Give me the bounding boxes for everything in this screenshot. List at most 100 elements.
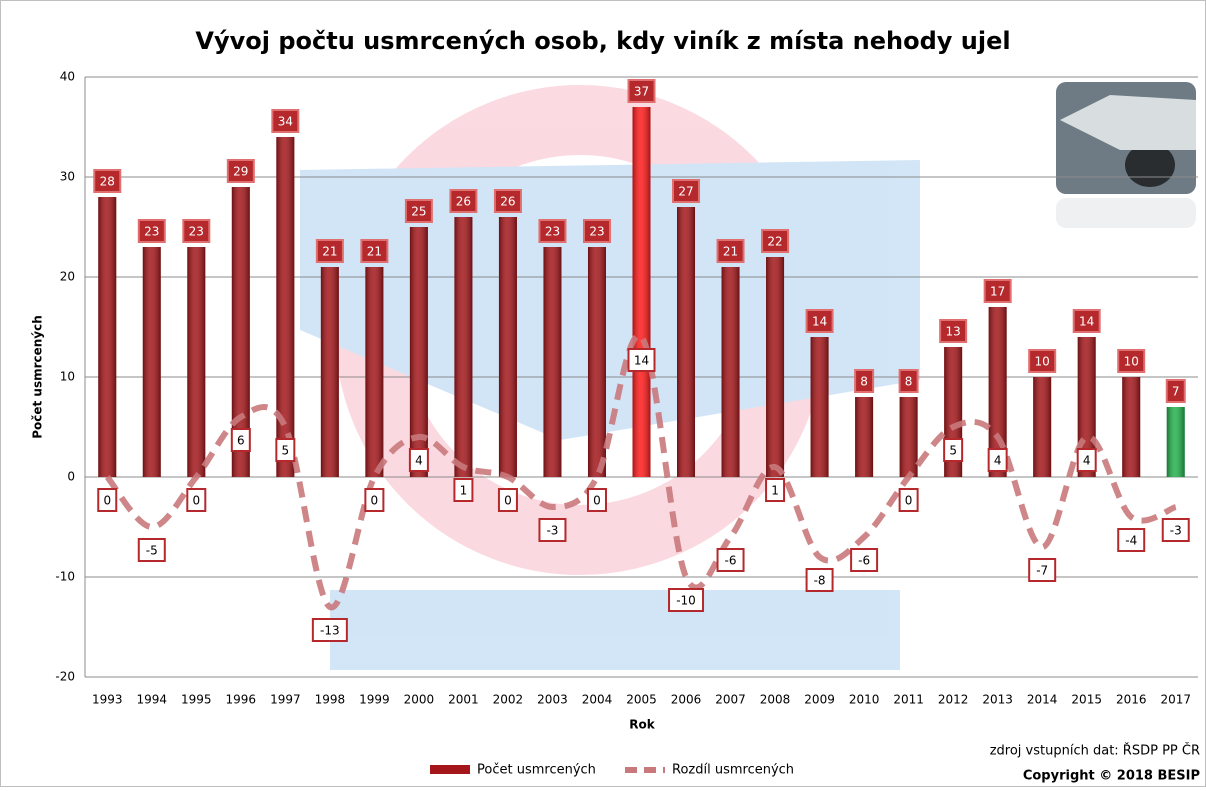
x-tick-label: 2017 <box>1160 693 1191 707</box>
data-label: 26 <box>456 195 471 209</box>
data-label-box <box>538 219 567 243</box>
bar-shade <box>231 187 250 477</box>
data-label: 10 <box>1035 355 1050 369</box>
copyright: Copyright © 2018 BESIP <box>1023 769 1200 784</box>
x-tick-label: 1998 <box>315 693 346 707</box>
data-label-box <box>1161 518 1190 542</box>
data-label-box <box>1076 448 1097 472</box>
data-label: -7 <box>1036 564 1048 578</box>
bar-shade <box>855 397 874 477</box>
data-label: -8 <box>814 574 826 588</box>
data-label: 22 <box>767 235 782 249</box>
bar-shade <box>365 267 384 477</box>
x-axis-label: Rok <box>629 718 655 732</box>
data-label: 21 <box>723 245 738 259</box>
data-label: -10 <box>676 594 696 608</box>
data-label-box <box>898 488 919 512</box>
x-tick-label: 2005 <box>626 693 657 707</box>
bar-shade <box>810 337 829 477</box>
data-label: -4 <box>1125 534 1137 548</box>
data-label: 1 <box>460 484 468 498</box>
data-label-box <box>538 518 567 542</box>
data-label-box <box>1072 309 1101 333</box>
y-tick-label: 10 <box>60 370 75 384</box>
data-label: 23 <box>189 225 204 239</box>
data-label: 0 <box>504 494 512 508</box>
data-label: 26 <box>500 195 515 209</box>
data-label-box <box>582 219 611 243</box>
data-label: 28 <box>100 175 115 189</box>
bar-shade <box>187 247 206 477</box>
bar-shade <box>320 267 339 477</box>
bar-shade <box>543 247 562 477</box>
data-label: 5 <box>282 444 290 458</box>
data-label-box <box>1028 558 1057 582</box>
chart-title: Vývoj počtu usmrcených osob, kdy viník z… <box>195 27 1010 55</box>
bar-shade <box>498 217 517 477</box>
data-label-box <box>716 239 745 263</box>
data-label: 0 <box>192 494 200 508</box>
bar-shade <box>454 217 473 477</box>
data-label-box <box>943 438 964 462</box>
data-label-box <box>182 219 211 243</box>
y-tick-label: 20 <box>60 270 75 284</box>
data-label-box <box>983 279 1012 303</box>
y-axis-label: Počet usmrcených <box>31 315 45 439</box>
bar-shade <box>1166 407 1185 477</box>
legend-label: Počet usmrcených <box>477 763 596 778</box>
bar-shade <box>276 137 295 477</box>
data-label-box <box>1165 379 1186 403</box>
data-label-box <box>761 229 790 253</box>
data-label-box <box>854 369 875 393</box>
data-label-box <box>404 199 433 223</box>
legend-label: Rozdíl usmrcených <box>672 763 794 778</box>
data-label: 17 <box>990 285 1005 299</box>
x-tick-label: 2006 <box>671 693 702 707</box>
line <box>104 332 1177 611</box>
x-tick-label: 2011 <box>893 693 924 707</box>
bar-shade <box>632 107 651 477</box>
y-tick-label: -10 <box>55 570 75 584</box>
data-label: 14 <box>634 354 649 368</box>
data-label: 23 <box>545 225 560 239</box>
data-label-box <box>668 588 705 612</box>
x-tick-label: 2009 <box>804 693 835 707</box>
bar-shade <box>1033 377 1052 477</box>
data-label: 0 <box>905 494 913 508</box>
x-tick-label: 2014 <box>1027 693 1058 707</box>
data-label-box <box>449 189 478 213</box>
data-label-box <box>186 488 207 512</box>
data-label: 21 <box>367 245 382 259</box>
data-label: 25 <box>411 205 426 219</box>
data-label: 0 <box>593 494 601 508</box>
bar-shade <box>721 267 740 477</box>
data-label-box <box>408 448 429 472</box>
data-label-box <box>716 548 745 572</box>
data-label-box <box>230 428 251 452</box>
data-label-box <box>1117 528 1146 552</box>
data-label-box <box>360 239 389 263</box>
data-label-box <box>627 79 656 103</box>
x-tick-label: 2015 <box>1071 693 1102 707</box>
data-label: -3 <box>546 524 558 538</box>
bar-shade <box>587 247 606 477</box>
bar-shade <box>766 257 785 477</box>
data-label: 0 <box>371 494 379 508</box>
data-label-box <box>93 169 122 193</box>
photo <box>1056 82 1196 228</box>
x-tick-label: 1996 <box>226 693 257 707</box>
x-tick-label: 1993 <box>92 693 123 707</box>
bar-shade <box>142 247 161 477</box>
data-label-box <box>805 568 834 592</box>
x-tick-label: 1999 <box>359 693 390 707</box>
data-label: 34 <box>278 115 293 129</box>
x-tick-label: 2000 <box>404 693 435 707</box>
x-tick-label: 1997 <box>270 693 301 707</box>
data-label-box <box>275 438 296 462</box>
bar-shade <box>1122 377 1141 477</box>
x-tick-label: 2016 <box>1116 693 1147 707</box>
data-label-box <box>1028 349 1057 373</box>
source: zdroj vstupních dat: ŘSDP PP ČR <box>990 743 1200 759</box>
y-tick-label: 0 <box>67 470 75 484</box>
data-label: -6 <box>858 554 870 568</box>
